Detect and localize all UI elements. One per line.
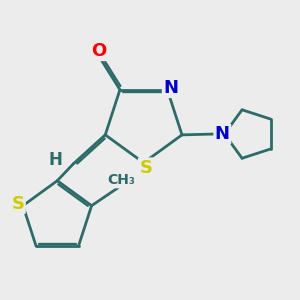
Text: S: S	[11, 194, 24, 212]
Text: N: N	[163, 79, 178, 97]
Text: CH₃: CH₃	[107, 173, 135, 187]
Text: S: S	[139, 159, 152, 177]
Text: O: O	[91, 42, 106, 60]
Text: N: N	[215, 125, 230, 143]
Text: H: H	[49, 151, 62, 169]
